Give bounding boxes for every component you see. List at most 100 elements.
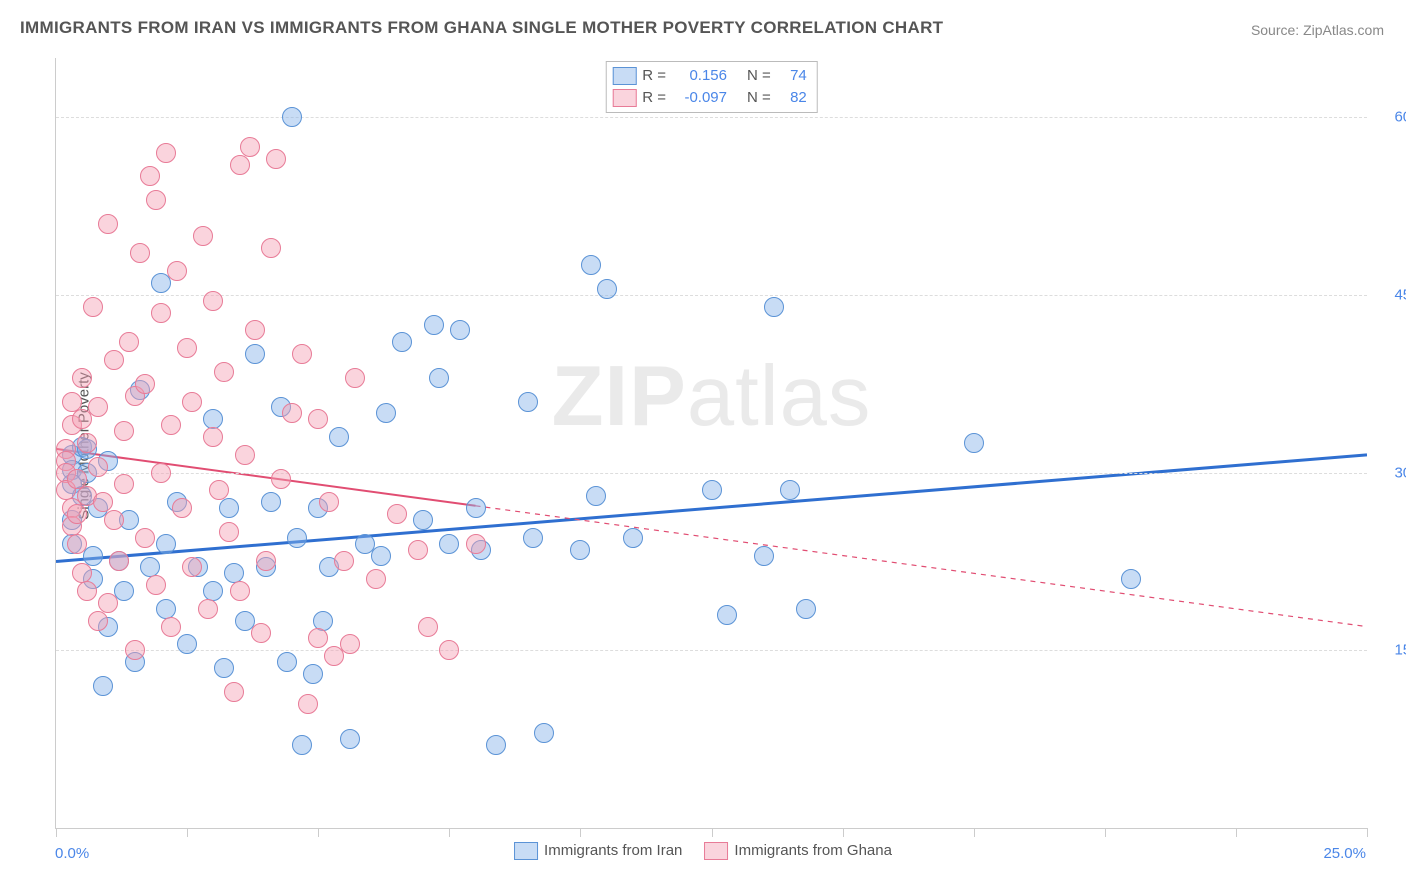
data-point-iran	[424, 315, 444, 335]
x-tick	[449, 828, 450, 837]
data-point-iran	[570, 540, 590, 560]
x-tick	[318, 828, 319, 837]
data-point-iran	[282, 107, 302, 127]
legend-swatch-ghana	[704, 842, 728, 860]
data-point-ghana	[182, 557, 202, 577]
legend-n-label: N =	[747, 87, 771, 109]
legend-n-value: 74	[777, 65, 807, 87]
data-point-ghana	[67, 504, 87, 524]
data-point-ghana	[135, 374, 155, 394]
data-point-ghana	[182, 392, 202, 412]
data-point-ghana	[114, 421, 134, 441]
data-point-ghana	[308, 409, 328, 429]
x-tick	[843, 828, 844, 837]
legend-r-label: R =	[642, 65, 666, 87]
grid-line	[56, 117, 1367, 118]
data-point-iran	[392, 332, 412, 352]
x-axis-max-label: 25.0%	[1323, 845, 1366, 862]
data-point-iran	[292, 735, 312, 755]
x-tick	[1236, 828, 1237, 837]
data-point-ghana	[298, 694, 318, 714]
data-point-iran	[717, 605, 737, 625]
legend-item-iran: Immigrants from Iran	[514, 842, 682, 860]
legend-label-ghana: Immigrants from Ghana	[734, 842, 892, 859]
data-point-ghana	[104, 510, 124, 530]
data-point-ghana	[203, 291, 223, 311]
data-point-iran	[287, 528, 307, 548]
data-point-ghana	[439, 640, 459, 660]
data-point-ghana	[109, 551, 129, 571]
data-point-ghana	[146, 575, 166, 595]
data-point-iran	[371, 546, 391, 566]
data-point-ghana	[292, 344, 312, 364]
x-axis-min-label: 0.0%	[55, 845, 89, 862]
data-point-ghana	[172, 498, 192, 518]
data-point-ghana	[334, 551, 354, 571]
data-point-ghana	[256, 551, 276, 571]
x-tick	[187, 828, 188, 837]
data-point-ghana	[230, 155, 250, 175]
data-point-iran	[214, 658, 234, 678]
data-point-ghana	[151, 303, 171, 323]
data-point-ghana	[230, 581, 250, 601]
data-point-ghana	[104, 350, 124, 370]
legend-n-value: 82	[777, 87, 807, 109]
data-point-ghana	[146, 190, 166, 210]
data-point-ghana	[387, 504, 407, 524]
data-point-ghana	[88, 611, 108, 631]
data-point-ghana	[67, 469, 87, 489]
legend-r-label: R =	[642, 87, 666, 109]
y-tick-label: 45.0%	[1372, 286, 1406, 303]
data-point-ghana	[140, 166, 160, 186]
legend-swatch-iran	[612, 67, 636, 85]
data-point-ghana	[161, 617, 181, 637]
trend-lines-layer	[56, 58, 1367, 828]
data-point-ghana	[209, 480, 229, 500]
data-point-ghana	[114, 474, 134, 494]
x-tick	[712, 828, 713, 837]
data-point-ghana	[167, 261, 187, 281]
data-point-iran	[303, 664, 323, 684]
data-point-iran	[597, 279, 617, 299]
data-point-iran	[93, 676, 113, 696]
data-point-iran	[466, 498, 486, 518]
source-attribution: Source: ZipAtlas.com	[1251, 22, 1384, 38]
data-point-iran	[486, 735, 506, 755]
source-name: ZipAtlas.com	[1303, 22, 1384, 38]
legend-item-ghana: Immigrants from Ghana	[704, 842, 892, 860]
data-point-ghana	[62, 392, 82, 412]
chart-title: IMMIGRANTS FROM IRAN VS IMMIGRANTS FROM …	[20, 18, 943, 38]
data-point-ghana	[214, 362, 234, 382]
data-point-ghana	[193, 226, 213, 246]
x-tick	[580, 828, 581, 837]
data-point-iran	[796, 599, 816, 619]
data-point-iran	[623, 528, 643, 548]
data-point-ghana	[282, 403, 302, 423]
legend-r-value: -0.097	[672, 87, 727, 109]
data-point-ghana	[245, 320, 265, 340]
data-point-ghana	[161, 415, 181, 435]
data-point-ghana	[319, 492, 339, 512]
data-point-ghana	[408, 540, 428, 560]
data-point-iran	[523, 528, 543, 548]
legend-r-value: 0.156	[672, 65, 727, 87]
data-point-ghana	[418, 617, 438, 637]
y-tick-label: 30.0%	[1372, 464, 1406, 481]
data-point-ghana	[340, 634, 360, 654]
data-point-iran	[1121, 569, 1141, 589]
data-point-ghana	[98, 214, 118, 234]
data-point-ghana	[271, 469, 291, 489]
data-point-ghana	[345, 368, 365, 388]
data-point-iran	[245, 344, 265, 364]
data-point-ghana	[240, 137, 260, 157]
data-point-iran	[702, 480, 722, 500]
watermark: ZIPatlas	[552, 348, 872, 446]
grid-line	[56, 650, 1367, 651]
data-point-ghana	[261, 238, 281, 258]
x-tick	[1367, 828, 1368, 837]
chart-plot-area: ZIPatlas R =0.156N =74R =-0.097N =82 15.…	[55, 58, 1367, 829]
y-tick-label: 15.0%	[1372, 642, 1406, 659]
data-point-iran	[450, 320, 470, 340]
data-point-ghana	[88, 397, 108, 417]
data-point-ghana	[93, 492, 113, 512]
